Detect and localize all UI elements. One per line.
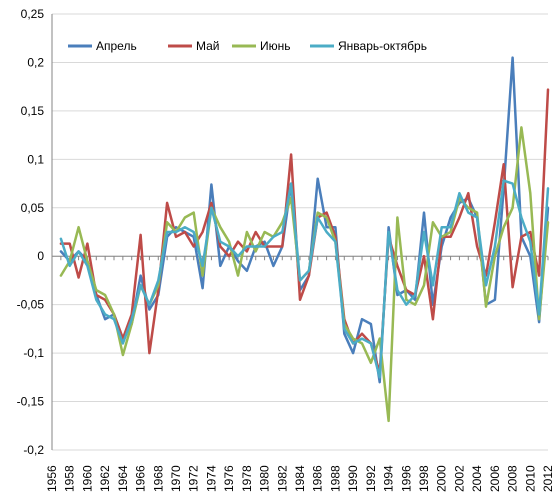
x-tick-label: 1992: [364, 465, 378, 492]
x-tick-label: 1976: [222, 465, 236, 492]
series-line-1: [59, 88, 550, 374]
x-tick-label: 2010: [523, 465, 537, 492]
x-tick-label: 1964: [116, 465, 130, 492]
x-tick-label: 1960: [80, 465, 94, 492]
x-tick-label: 2004: [470, 465, 484, 492]
x-tick-label: 1962: [98, 465, 112, 492]
y-tick-label: 0,25: [21, 7, 45, 21]
x-tick-label: 1998: [417, 465, 431, 492]
y-tick-label: -0,2: [23, 443, 44, 457]
legend-label-2: Июнь: [260, 39, 291, 53]
y-tick-label: -0,05: [17, 298, 45, 312]
x-tick-label: 1974: [204, 465, 218, 492]
x-tick-label: 1980: [258, 465, 272, 492]
y-tick-label: 0: [37, 249, 44, 263]
x-tick-label: 1982: [275, 465, 289, 492]
y-tick-label: 0,15: [21, 104, 45, 118]
x-tick-label: 1996: [399, 465, 413, 492]
legend-label-0: Апрель: [96, 39, 137, 53]
x-tick-label: 1956: [45, 465, 59, 492]
x-tick-label: 2012: [541, 465, 555, 492]
series-line-3: [59, 179, 550, 379]
y-tick-label: 0,1: [27, 152, 44, 166]
y-tick-label: 0,05: [21, 201, 45, 215]
x-tick-label: 1978: [240, 465, 254, 492]
x-tick-label: 2008: [506, 465, 520, 492]
x-tick-label: 1990: [346, 465, 360, 492]
series-lines: [59, 56, 550, 423]
x-tick-label: 1968: [151, 465, 165, 492]
y-tick-label: -0,15: [17, 395, 45, 409]
x-tick-label: 2006: [488, 465, 502, 492]
legend-label-3: Январь-октябрь: [338, 39, 427, 53]
x-tick-label: 1986: [311, 465, 325, 492]
y-tick-label: -0,1: [23, 346, 44, 360]
x-axis-ticks: 1956 1958 1960 1962 1964 1966 1968 1970 1972 1974…: [45, 256, 555, 492]
y-tick-label: 0,2: [27, 55, 44, 69]
x-tick-label: 1966: [134, 465, 148, 492]
x-tick-label: 1984: [293, 465, 307, 492]
x-tick-label: 1988: [328, 465, 342, 492]
x-tick-label: 1970: [169, 465, 183, 492]
legend: Апрель Май Июнь Январь-октябрь: [68, 39, 427, 53]
gridlines: [52, 13, 548, 451]
x-tick-label: 1972: [187, 465, 201, 492]
legend-label-1: Май: [196, 39, 220, 53]
x-tick-label: 2000: [435, 465, 449, 492]
x-tick-label: 1994: [382, 465, 396, 492]
y-axis-ticks: -0,2 -0,15 -0,1 -0,05 0 0,05 0,1 0,15 0,2 0,25: [17, 7, 45, 457]
x-tick-label: 1958: [63, 465, 77, 492]
x-tick-label: 2002: [452, 465, 466, 492]
